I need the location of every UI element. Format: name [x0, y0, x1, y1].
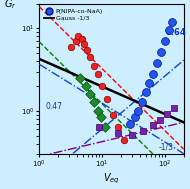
Point	[133, 115, 136, 119]
Point	[152, 73, 155, 76]
Point	[140, 100, 143, 103]
Legend: P(NIPA-co-NaA), Gauss -1/3: P(NIPA-co-NaA), Gauss -1/3	[44, 8, 104, 22]
Point	[98, 125, 101, 128]
Point	[129, 122, 132, 125]
Point	[170, 20, 173, 23]
Point	[112, 113, 115, 116]
Point	[74, 40, 77, 43]
Point	[155, 62, 158, 65]
Point	[81, 37, 84, 40]
Point	[70, 45, 73, 48]
Text: 0.64: 0.64	[166, 28, 187, 37]
Point	[166, 113, 169, 116]
Point	[83, 42, 86, 45]
Point	[105, 98, 108, 101]
Y-axis label: $G_r$: $G_r$	[4, 0, 17, 11]
Point	[101, 85, 104, 88]
Text: 0.47: 0.47	[45, 101, 62, 111]
Point	[116, 125, 120, 128]
Point	[84, 85, 87, 88]
Point	[144, 91, 147, 94]
Point	[173, 106, 176, 109]
Point	[137, 110, 140, 113]
X-axis label: $V_{eq}$: $V_{eq}$	[103, 171, 120, 186]
Point	[93, 65, 96, 68]
Text: -1/3: -1/3	[159, 142, 174, 151]
Point	[159, 119, 162, 122]
Point	[99, 115, 102, 119]
Point	[93, 100, 96, 103]
Point	[96, 73, 99, 76]
Point	[103, 125, 106, 128]
Point	[160, 50, 163, 53]
Point	[142, 129, 145, 132]
Point	[131, 133, 134, 136]
Point	[122, 138, 125, 141]
Point	[89, 93, 92, 96]
Point	[77, 35, 80, 38]
Point	[163, 40, 166, 43]
Point	[148, 81, 151, 84]
Point	[116, 131, 120, 134]
Point	[79, 77, 82, 80]
Point	[86, 48, 89, 51]
Point	[89, 56, 92, 59]
Point	[96, 110, 99, 113]
Point	[167, 29, 170, 32]
Point	[152, 123, 155, 126]
